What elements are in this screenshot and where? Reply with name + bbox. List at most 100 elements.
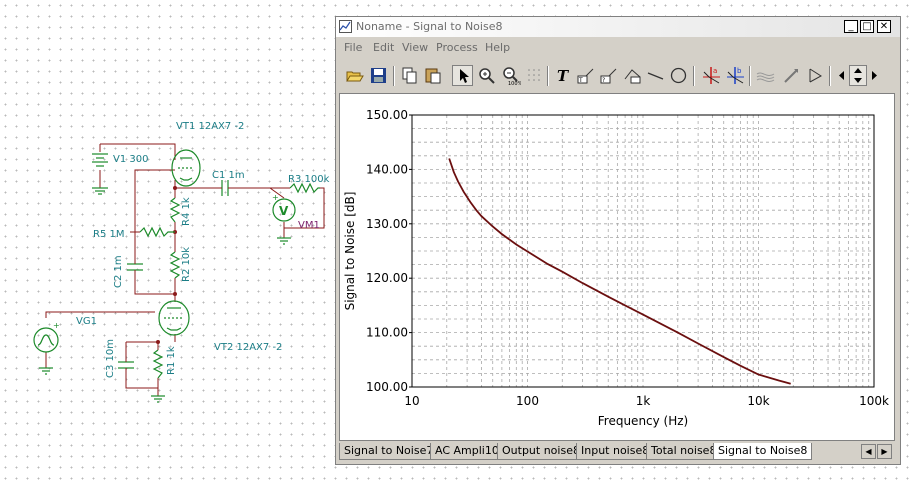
x-tick-label: 1k	[636, 394, 651, 408]
svg-text:?: ?	[602, 77, 605, 84]
zoom-in-icon[interactable]	[476, 65, 497, 86]
cursor-a-icon[interactable]: a	[701, 65, 722, 86]
y-tick-label: 100.00	[366, 380, 408, 394]
voltmeter-vm1[interactable]: V +	[272, 193, 296, 245]
tab-total-noise8[interactable]: Total noise8	[646, 443, 722, 460]
curve-icon[interactable]	[755, 65, 776, 86]
toolbar-separator	[749, 66, 751, 86]
tab-ac-ampli10[interactable]: AC Ampli10	[430, 443, 504, 460]
tab-scroll-left-icon[interactable]: ◀	[861, 444, 876, 459]
window-title: Noname - Signal to Noise8	[356, 20, 503, 33]
toolbar-separator	[829, 66, 831, 86]
label-r3: R3 100k	[288, 174, 330, 185]
arrow-tool-icon[interactable]	[781, 65, 802, 86]
menu-process[interactable]: Process	[436, 41, 478, 54]
signal-generator-vg1[interactable]: +	[33, 321, 60, 375]
capacitor-c1[interactable]	[215, 180, 235, 196]
label-r5: R5 1M	[93, 229, 124, 240]
menu-bar: File Edit View Process Help	[336, 38, 900, 56]
ground-icon	[151, 395, 165, 403]
svg-text:T: T	[557, 67, 570, 85]
nav-right-icon[interactable]	[867, 65, 882, 86]
x-tick-label: 10k	[747, 394, 769, 408]
y-tick-label: 120.00	[366, 271, 408, 285]
x-tick-labels: 10 100 1k 10k 100k	[404, 394, 889, 408]
svg-text:+: +	[272, 193, 279, 202]
capacitor-c2[interactable]	[127, 256, 143, 278]
svg-text:T: T	[578, 77, 583, 84]
toolbar-separator	[547, 66, 549, 86]
tube-vt2[interactable]	[158, 300, 190, 336]
label-vg1: VG1	[76, 316, 97, 327]
circuit-schematic[interactable]: V + +	[0, 0, 345, 483]
label-vm1: VM1	[298, 220, 320, 231]
label-r2: R2 10k	[181, 247, 192, 282]
label-vt2: VT2 12AX7 -2	[214, 342, 282, 353]
menu-file[interactable]: File	[344, 41, 363, 54]
resistor-r3[interactable]	[289, 182, 320, 194]
menu-help[interactable]: Help	[485, 41, 511, 54]
battery-v1[interactable]	[92, 153, 108, 195]
x-tick-label: 100	[516, 394, 539, 408]
series-line	[448, 158, 791, 385]
label-c1: C1 1m	[212, 170, 245, 181]
y-tick-label: 150.00	[366, 108, 408, 122]
save-icon[interactable]	[368, 65, 389, 86]
resistor-r5[interactable]	[139, 226, 175, 238]
plot-frame	[411, 114, 875, 388]
plot-area[interactable]: 100.00 110.00 120.00 130.00 140.00 150.00 10 1…	[339, 93, 895, 441]
y-tick-label: 140.00	[366, 162, 408, 176]
text-icon[interactable]: T	[553, 65, 574, 86]
label-vt1: VT1 12AX7 -2	[176, 121, 244, 132]
svg-text:V: V	[279, 204, 289, 218]
nav-updown-icon[interactable]	[849, 65, 867, 86]
x-tick-label: 10	[404, 394, 419, 408]
chart-grid	[412, 115, 874, 387]
pointer-icon[interactable]	[452, 65, 473, 86]
zoom-out-icon[interactable]: 100%	[500, 65, 523, 87]
line-label-icon[interactable]	[622, 65, 643, 86]
resistor-r4[interactable]	[169, 197, 181, 223]
close-button[interactable]: ✕	[877, 20, 891, 33]
cursor-b-icon[interactable]: b	[725, 65, 746, 86]
tube-vt1[interactable]	[171, 149, 201, 187]
svg-text:100%: 100%	[508, 81, 521, 86]
open-icon[interactable]	[344, 65, 365, 86]
y-tick-labels: 100.00 110.00 120.00 130.00 140.00 150.00	[366, 108, 412, 394]
minimize-button[interactable]: _	[844, 20, 858, 33]
svg-text:b: b	[737, 67, 742, 75]
resistor-r1[interactable]	[152, 349, 164, 379]
maximize-button[interactable]: □	[860, 20, 874, 33]
y-axis-label: Signal to Noise [dB]	[343, 192, 357, 311]
tab-signal-to-noise7[interactable]: Signal to Noise7	[339, 443, 439, 460]
toolbar: 100% T T ? a b	[339, 63, 895, 91]
title-bar[interactable]: Noname - Signal to Noise8 _ □ ✕	[336, 17, 900, 37]
nav-left-icon[interactable]	[834, 65, 849, 86]
line-icon[interactable]	[645, 65, 666, 86]
triangle-icon[interactable]	[805, 65, 826, 86]
analysis-window[interactable]: Noname - Signal to Noise8 _ □ ✕ File Edi…	[335, 16, 901, 465]
label-c3: C3 10m	[105, 339, 116, 378]
copy-icon[interactable]	[399, 65, 420, 86]
paste-icon[interactable]	[423, 65, 444, 86]
tab-scroll-right-icon[interactable]: ▶	[877, 444, 892, 459]
resistor-r2[interactable]	[169, 251, 181, 279]
y-tick-label: 130.00	[366, 217, 408, 231]
ellipse-icon[interactable]	[668, 65, 689, 86]
svg-text:+: +	[53, 321, 60, 330]
tab-output-noise8[interactable]: Output noise8	[497, 443, 585, 460]
tab-input-noise8[interactable]: Input noise8	[576, 443, 655, 460]
x-axis-label: Frequency (Hz)	[598, 414, 689, 428]
svg-text:a: a	[713, 67, 717, 75]
marker-icon[interactable]: ?	[599, 65, 620, 86]
label-icon[interactable]: T	[576, 65, 597, 86]
capacitor-c3[interactable]	[118, 356, 134, 376]
grid-icon[interactable]	[524, 65, 545, 86]
y-tick-label: 110.00	[366, 326, 408, 340]
menu-view[interactable]: View	[402, 41, 429, 54]
tab-signal-to-noise8[interactable]: Signal to Noise8	[713, 443, 813, 460]
menu-edit[interactable]: Edit	[373, 41, 395, 54]
toolbar-separator	[693, 66, 695, 86]
label-r4: R4 1k	[181, 197, 192, 226]
